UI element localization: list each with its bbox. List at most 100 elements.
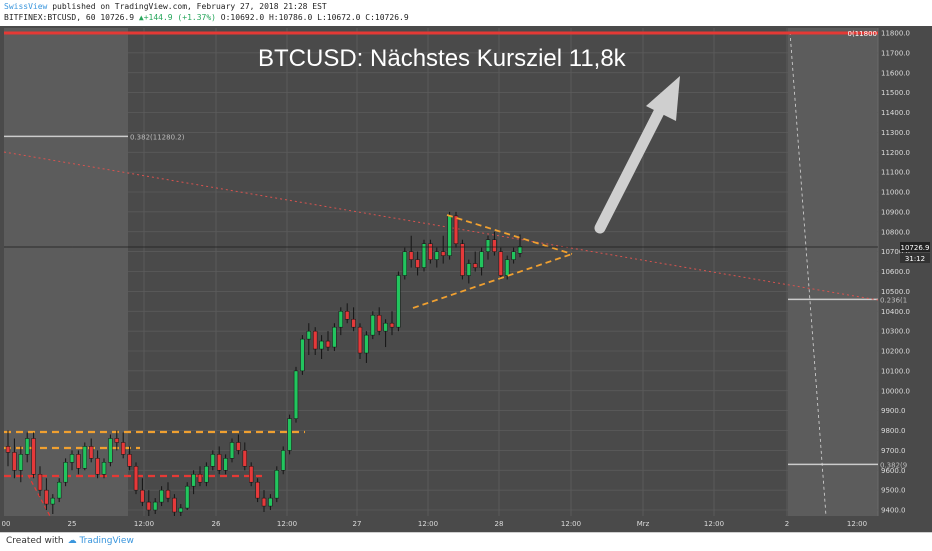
tradingview-logo-icon[interactable]: ☁ TradingView bbox=[67, 536, 134, 546]
candle bbox=[108, 434, 113, 467]
candle bbox=[69, 450, 75, 471]
y-tick-label: 9400.0 bbox=[881, 507, 906, 515]
y-tick-label: 11100.0 bbox=[881, 169, 910, 177]
y-tick-label: 11200.0 bbox=[881, 149, 910, 157]
session-shade-left bbox=[4, 28, 128, 516]
x-tick-label: 12:00 bbox=[134, 520, 154, 528]
candle bbox=[364, 331, 369, 363]
candle bbox=[505, 255, 510, 280]
candle bbox=[485, 235, 491, 260]
candle bbox=[114, 430, 119, 451]
y-tick-label: 10600.0 bbox=[881, 268, 910, 276]
x-tick-label: 27 bbox=[353, 520, 362, 528]
x-tick-label: 12:00 bbox=[704, 520, 724, 528]
candle bbox=[95, 450, 100, 479]
candle bbox=[479, 247, 484, 276]
candle bbox=[229, 438, 235, 463]
candle bbox=[127, 446, 132, 471]
candle bbox=[185, 482, 190, 511]
candle bbox=[261, 490, 267, 513]
time-marker-line bbox=[789, 31, 827, 517]
change-label: ▲+144.9 (+1.37%) bbox=[138, 13, 216, 22]
x-tick-label: 12:00 bbox=[561, 520, 581, 528]
y-tick-label: 11300.0 bbox=[881, 129, 910, 137]
candle bbox=[370, 311, 375, 340]
grid bbox=[4, 28, 878, 516]
y-tick-label: 10300.0 bbox=[881, 328, 910, 336]
candle bbox=[447, 211, 452, 260]
price-axis: 9400.0 9500.0 9600.0 9700.0 9800.0 9900.0 1000… bbox=[881, 30, 910, 515]
candle bbox=[44, 478, 49, 511]
candle bbox=[415, 251, 420, 276]
candle bbox=[76, 450, 81, 475]
candle bbox=[249, 462, 254, 487]
candle bbox=[140, 478, 145, 507]
candle bbox=[357, 323, 363, 359]
candle bbox=[306, 323, 311, 355]
candle bbox=[31, 432, 36, 479]
candle bbox=[428, 239, 433, 264]
price-chart[interactable]: 0.382(11280.2) 0.236(1 0.382(9 BTCUSD: Näc… bbox=[0, 26, 932, 532]
candle bbox=[268, 494, 273, 511]
candle bbox=[133, 462, 139, 495]
candle bbox=[460, 239, 465, 280]
candle bbox=[255, 478, 260, 503]
candle bbox=[236, 434, 241, 455]
candle bbox=[332, 323, 337, 352]
candle bbox=[217, 446, 222, 475]
last-price-tag[interactable]: 10726.9 31:12 bbox=[900, 242, 930, 263]
fib-levels: 0.382(11280.2) 0.236(1 0.382(9 bbox=[4, 133, 907, 469]
candle bbox=[396, 271, 401, 332]
y-tick-label: 9700.0 bbox=[881, 447, 906, 455]
change-value: +144.9 (+1.37%) bbox=[143, 13, 216, 22]
x-tick-label: 12:00 bbox=[277, 520, 297, 528]
candle bbox=[319, 335, 324, 359]
chart-background bbox=[0, 26, 932, 532]
x-tick-label: 12:00 bbox=[847, 520, 867, 528]
candle bbox=[466, 259, 471, 284]
candle bbox=[146, 490, 151, 516]
candle bbox=[300, 335, 305, 375]
y-tick-label: 11700.0 bbox=[881, 49, 910, 57]
candle bbox=[50, 494, 55, 515]
fib-label: 0.382(11280.2) bbox=[130, 133, 185, 141]
last-price-value: 10726.9 bbox=[901, 244, 930, 252]
candle bbox=[351, 307, 356, 332]
candle bbox=[517, 234, 523, 258]
fib-label: 0.236(1 bbox=[880, 296, 907, 304]
x-tick-label: 28 bbox=[495, 520, 504, 528]
candle bbox=[409, 235, 414, 268]
y-tick-label: 10200.0 bbox=[881, 348, 910, 356]
y-tick-label: 11800.0 bbox=[881, 30, 910, 38]
chart-footer: Created with ☁ TradingView bbox=[0, 532, 932, 551]
y-tick-label: 10100.0 bbox=[881, 367, 910, 375]
candle bbox=[25, 432, 30, 463]
candle bbox=[453, 211, 459, 248]
candle bbox=[82, 442, 87, 471]
publish-line: SwissView published on TradingView.com, … bbox=[4, 2, 327, 11]
y-tick-label: 10000.0 bbox=[881, 387, 910, 395]
candle bbox=[121, 432, 126, 459]
chart-header: SwissView published on TradingView.com, … bbox=[0, 0, 932, 26]
target-level-label: 0(11800 bbox=[848, 30, 877, 38]
candle bbox=[377, 307, 382, 336]
y-tick-label: 10500.0 bbox=[881, 288, 910, 296]
y-tick-label: 11000.0 bbox=[881, 189, 910, 197]
candle bbox=[345, 303, 350, 324]
candle bbox=[197, 466, 203, 487]
candle bbox=[191, 470, 196, 495]
x-tick-label: 25 bbox=[68, 520, 77, 528]
author-link[interactable]: SwissView bbox=[4, 2, 48, 11]
candle bbox=[492, 231, 497, 256]
candle bbox=[63, 458, 68, 487]
y-tick-label: 11400.0 bbox=[881, 109, 910, 117]
last-price-label: 10726.9 bbox=[100, 13, 135, 22]
candle bbox=[165, 482, 171, 503]
countdown-value: 31:12 bbox=[905, 255, 925, 263]
publish-info: published on TradingView.com, February 2… bbox=[52, 2, 327, 11]
candle bbox=[178, 504, 183, 516]
y-tick-label: 11600.0 bbox=[881, 69, 910, 77]
candle bbox=[57, 478, 62, 503]
y-tick-label: 9500.0 bbox=[881, 487, 906, 495]
